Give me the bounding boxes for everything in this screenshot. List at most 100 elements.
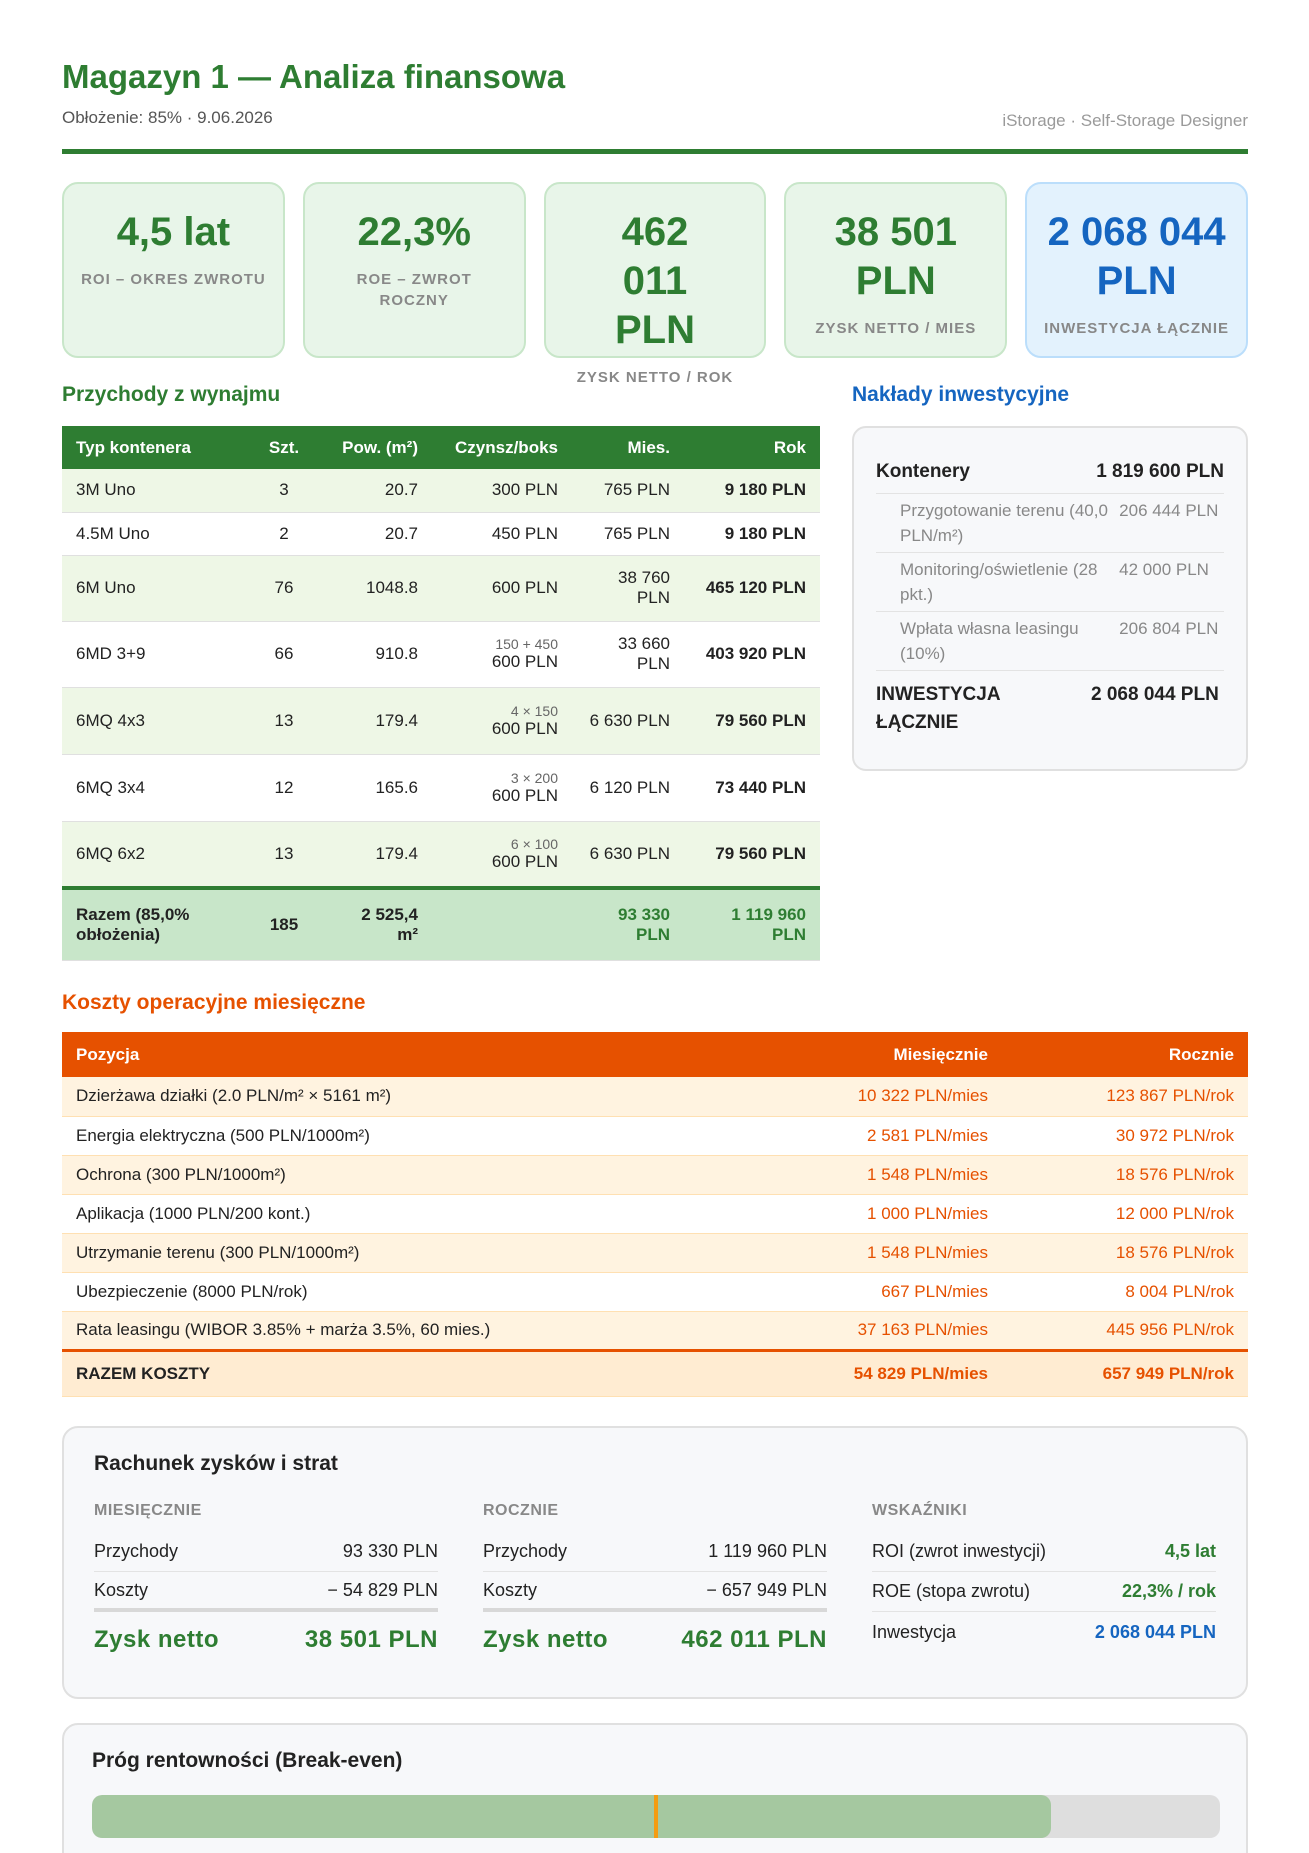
breakeven-bar: [92, 1795, 1220, 1838]
cell-rent: 600 PLN: [432, 555, 572, 622]
cell-area: 165.6: [316, 754, 432, 822]
kpi-label: INWESTYCJA ŁĄCZNIE: [1044, 320, 1230, 337]
investment-item-value: 206 444 PLN: [1119, 501, 1219, 520]
investment-total-label: INWESTYCJA ŁĄCZNIE: [876, 684, 1000, 733]
investment-main-row: Kontenery 1 819 600 PLN: [876, 450, 1224, 494]
table-row: 6MQ 6x2 13 179.4 6 × 100 600 PLN 6 630 PL…: [62, 821, 820, 889]
pl-revenue-row: Przychody 1 119 960 PLN: [483, 1532, 827, 1572]
rent-value: 600 PLN: [491, 718, 558, 738]
cell-year: 73 440 PLN: [684, 754, 820, 822]
pl-net-row: Zysk netto 38 501 PLN: [94, 1612, 438, 1668]
cell-year: 9 180 PLN: [684, 469, 820, 513]
profit-loss-columns: MIESIĘCZNIE Przychody 93 330 PLN Koszty …: [94, 1502, 1216, 1668]
kpi-value: 2 068 044 PLN: [1047, 210, 1226, 303]
cost-year: 18 576 PLN/rok: [1002, 1233, 1248, 1273]
pl-label: Koszty: [94, 1579, 149, 1600]
pl-value: − 657 949 PLN: [706, 1579, 827, 1600]
cell-month: 33 660 PLN: [572, 621, 684, 688]
col-header-type: Typ kontenera: [62, 426, 252, 469]
cell-type: 6MQ 6x2: [62, 821, 252, 889]
kpi-value: 38 501 PLN: [834, 210, 957, 303]
cell-year: 465 120 PLN: [684, 555, 820, 622]
cell-rent: 4 × 150 600 PLN: [432, 687, 572, 755]
col-header-area: Pow. (m²): [316, 426, 432, 469]
cost-month: 37 163 PLN/mies: [762, 1311, 1002, 1351]
col-header-monthly: Miesięcznie: [762, 1032, 1002, 1077]
cell-year: 9 180 PLN: [684, 512, 820, 556]
pl-cost-row: Koszty − 54 829 PLN: [94, 1572, 438, 1612]
investment-section-title: Nakłady inwestycyjne: [852, 383, 1070, 406]
costs-total-month: 54 829 PLN/mies: [762, 1348, 1002, 1397]
col-header-month: Mies.: [572, 426, 684, 469]
kpi-label: ROE – ZWROT ROCZNY: [356, 271, 472, 309]
rent-note: 6 × 100: [510, 835, 558, 852]
pl-label: Przychody: [483, 1541, 568, 1561]
pl-label: Koszty: [483, 1579, 538, 1600]
cell-qty: 66: [252, 621, 316, 688]
kpi-value: 462 011 PLN: [614, 210, 695, 352]
cost-month: 1 000 PLN/mies: [762, 1194, 1002, 1234]
pl-value: 1 119 960 PLN: [708, 1541, 827, 1561]
cell-month: 765 PLN: [572, 469, 684, 513]
cell-area: 20.7: [316, 469, 432, 513]
cell-area: 910.8: [316, 621, 432, 688]
costs-total-row: RAZEM KOSZTY 54 829 PLN/mies 657 949 PLN…: [62, 1348, 1248, 1397]
cell-rent: 450 PLN: [432, 512, 572, 556]
pl-column-title: MIESIĘCZNIE: [94, 1502, 202, 1519]
pl-net-label: Zysk netto: [483, 1626, 609, 1653]
cost-month: 2 581 PLN/mies: [762, 1116, 1002, 1156]
cost-year: 12 000 PLN/rok: [1002, 1194, 1248, 1234]
total-area: 2 525,4 m²: [316, 886, 432, 961]
cell-area: 1048.8: [316, 555, 432, 622]
investment-item: Monitoring/oświetlenie (28 pkt.) 42 000 …: [876, 553, 1224, 612]
cell-rent: 6 × 100 600 PLN: [432, 821, 572, 889]
table-row: Utrzymanie terenu (300 PLN/1000m²) 1 548…: [62, 1233, 1248, 1273]
cell-type: 6MQ 4x3: [62, 687, 252, 755]
investment-item-value: 206 804 PLN: [1119, 619, 1219, 638]
cell-month: 6 630 PLN: [572, 821, 684, 889]
investment-total-row: INWESTYCJA ŁĄCZNIE 2 068 044 PLN: [876, 671, 1224, 737]
pl-net-row: Zysk netto 462 011 PLN: [483, 1612, 827, 1668]
investment-item-label: Monitoring/oświetlenie (28 pkt.): [900, 560, 1098, 604]
kpi-net-profit-month: 38 501 PLN ZYSK NETTO / MIES: [784, 182, 1008, 358]
cell-type: 6M Uno: [62, 555, 252, 622]
pl-net-value: 38 501 PLN: [304, 1626, 438, 1653]
cell-area: 179.4: [316, 821, 432, 889]
table-row: 6MQ 4x3 13 179.4 4 × 150 600 PLN 6 630 PL…: [62, 687, 820, 755]
investment-main-value: 1 819 600 PLN: [1096, 460, 1224, 482]
investment-item: Przygotowanie terenu (40,0 PLN/m²) 206 4…: [876, 494, 1224, 553]
pl-value: 2 068 044 PLN: [1094, 1621, 1216, 1642]
cost-month: 1 548 PLN/mies: [762, 1233, 1002, 1273]
investment-main-label: Kontenery: [876, 460, 970, 482]
kpi-total-investment: 2 068 044 PLN INWESTYCJA ŁĄCZNIE: [1025, 182, 1248, 358]
cost-item: Ubezpieczenie (8000 PLN/rok): [62, 1272, 762, 1312]
cost-month: 1 548 PLN/mies: [762, 1155, 1002, 1195]
breakeven-occupancy-fill: [92, 1795, 1051, 1838]
profit-loss-card: Rachunek zysków i strat MIESIĘCZNIE Przy…: [62, 1426, 1248, 1699]
cell-year: 403 920 PLN: [684, 621, 820, 688]
rent-note: 150 + 450: [495, 636, 558, 652]
cell-type: 6MD 3+9: [62, 621, 252, 688]
costs-header-row: Pozycja Miesięcznie Rocznie: [62, 1032, 1248, 1077]
kpi-label: ZYSK NETTO / ROK: [576, 369, 734, 386]
pl-value: 93 330 PLN: [342, 1541, 438, 1561]
cell-rent: 150 + 450 600 PLN: [432, 621, 572, 688]
cost-item: Aplikacja (1000 PLN/200 kont.): [62, 1194, 762, 1234]
kpi-label: ZYSK NETTO / MIES: [815, 320, 977, 337]
kpi-net-profit-year: 462 011 PLN ZYSK NETTO / ROK: [543, 182, 767, 386]
pl-value: − 54 829 PLN: [327, 1579, 438, 1600]
revenue-header-row: Typ kontenera Szt. Pow. (m²) Czynsz/boks…: [62, 426, 820, 469]
revenue-section-title: Przychody z wynajmu: [62, 383, 281, 406]
investment-card: Kontenery 1 819 600 PLN Przygotowanie te…: [852, 426, 1248, 771]
table-row: Energia elektryczna (500 PLN/1000m²) 2 5…: [62, 1116, 1248, 1156]
pl-roe-row: ROE (stopa zwrotu) 22,3% / rok: [872, 1572, 1216, 1612]
breakeven-title: Próg rentowności (Break-even): [92, 1749, 403, 1772]
investment-item-value: 42 000 PLN: [1119, 560, 1209, 579]
table-row: Aplikacja (1000 PLN/200 kont.) 1 000 PLN…: [62, 1194, 1248, 1234]
cell-qty: 2: [252, 512, 316, 556]
cell-qty: 13: [252, 821, 316, 889]
costs-total-label: RAZEM KOSZTY: [62, 1348, 762, 1397]
table-row: Ubezpieczenie (8000 PLN/rok) 667 PLN/mie…: [62, 1272, 1248, 1312]
total-qty: 185: [252, 886, 316, 961]
page-subtitle: Obłożenie: 85% · 9.06.2026: [62, 108, 273, 127]
